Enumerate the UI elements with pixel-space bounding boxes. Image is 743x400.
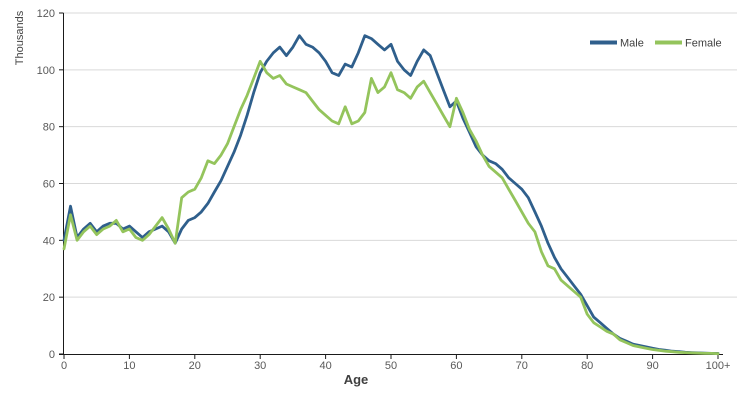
x-tick-label-0: 0 <box>61 360 67 372</box>
y-tick-label-80: 80 <box>43 122 55 134</box>
x-tick-label-100+: 100+ <box>706 360 731 372</box>
x-tick-label-10: 10 <box>123 360 135 372</box>
x-tick-label-40: 40 <box>319 360 331 372</box>
y-tick-label-0: 0 <box>49 349 55 361</box>
x-tick-label-60: 60 <box>450 360 462 372</box>
x-tick-labels: 0 10 20 30 40 50 60 70 80 90 100+ <box>61 360 730 372</box>
gridlines <box>63 12 737 298</box>
y-tick-labels: 0 20 40 60 80 100 120 <box>37 8 55 361</box>
y-tick-label-40: 40 <box>43 235 55 247</box>
y-tick-label-100: 100 <box>37 65 55 77</box>
axes <box>59 12 723 359</box>
legend-label-female: Female <box>685 38 722 50</box>
x-tick-label-90: 90 <box>646 360 658 372</box>
x-axis-title: Age <box>344 372 369 387</box>
y-tick-label-120: 120 <box>37 8 55 20</box>
series-lines <box>62 34 720 356</box>
x-tick-label-80: 80 <box>581 360 593 372</box>
y-tick-label-20: 20 <box>43 292 55 304</box>
x-tick-label-20: 20 <box>189 360 201 372</box>
y-tick-label-60: 60 <box>43 179 55 191</box>
x-tick-label-50: 50 <box>385 360 397 372</box>
x-tick-label-30: 30 <box>254 360 266 372</box>
x-tick-label-70: 70 <box>516 360 528 372</box>
legend: Male Female <box>590 38 722 50</box>
series-line-male <box>62 34 720 355</box>
y-axis-title: Thousands <box>14 10 26 65</box>
legend-label-male: Male <box>620 38 644 50</box>
series-line-female <box>62 59 720 356</box>
